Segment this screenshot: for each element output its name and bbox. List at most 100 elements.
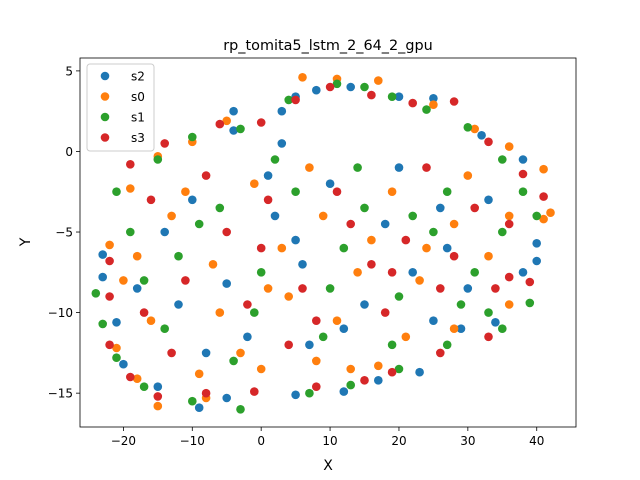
data-point [312, 85, 321, 95]
data-point [449, 219, 459, 229]
data-point [160, 139, 169, 148]
data-point [477, 131, 486, 140]
data-point [429, 100, 438, 109]
data-point [429, 227, 438, 237]
data-point [367, 260, 376, 269]
data-point [394, 92, 404, 101]
data-point [504, 211, 514, 221]
data-point [394, 292, 404, 301]
data-point [325, 284, 335, 293]
data-point [394, 163, 404, 172]
data-point [498, 324, 507, 334]
data-point [194, 403, 204, 413]
data-point [504, 272, 514, 282]
legend-marker-s0 [100, 92, 110, 101]
data-point [263, 284, 273, 293]
data-point [312, 382, 321, 392]
series-s0 [105, 73, 555, 411]
data-point [325, 82, 335, 92]
data-point [105, 292, 114, 301]
data-point [346, 219, 356, 229]
data-point [532, 211, 541, 221]
x-tick-label: 40 [529, 434, 544, 448]
data-point [174, 251, 183, 261]
data-point [105, 340, 114, 350]
data-point [525, 298, 535, 308]
data-point [491, 318, 500, 327]
x-axis: −20 −10 0 10 20 30 40 [111, 427, 544, 448]
x-tick-label: −20 [111, 434, 136, 448]
chart-title: rp_tomita5_lstm_2_64_2_gpu [223, 38, 432, 54]
legend-label-s1: s1 [131, 111, 145, 125]
data-point [305, 163, 314, 172]
data-point [112, 353, 121, 363]
data-point [153, 401, 163, 411]
data-point [208, 260, 218, 269]
data-point [518, 187, 528, 196]
data-point [367, 90, 376, 100]
data-point [256, 243, 266, 253]
data-point [470, 124, 480, 134]
data-point [346, 364, 356, 374]
data-point [518, 155, 528, 164]
y-tick-label: −15 [48, 387, 73, 401]
legend-marker-s2 [100, 71, 110, 81]
data-point [222, 393, 231, 403]
data-point [201, 388, 211, 398]
data-point [256, 268, 266, 277]
data-point [277, 139, 287, 148]
data-point [387, 187, 397, 196]
data-point [463, 123, 473, 132]
data-point [539, 192, 548, 201]
series-s1 [91, 79, 541, 414]
data-point [353, 268, 362, 277]
series-s3 [105, 82, 548, 401]
data-point [284, 292, 294, 301]
data-point [174, 300, 183, 309]
data-point [146, 316, 156, 326]
x-tick-label: 20 [391, 434, 406, 448]
data-point [277, 106, 287, 116]
data-point [484, 195, 493, 205]
data-point [305, 340, 314, 350]
data-point [408, 98, 418, 108]
data-point [449, 97, 459, 106]
data-point [442, 187, 452, 196]
data-point [256, 364, 266, 374]
data-point [456, 324, 466, 334]
data-point [250, 308, 259, 317]
legend: s2 s0 s1 s3 [86, 63, 155, 152]
data-point [222, 116, 231, 126]
data-point [367, 235, 376, 245]
data-point [222, 227, 231, 237]
data-point [408, 268, 418, 277]
data-point [291, 390, 300, 400]
data-point [415, 367, 424, 377]
data-point [119, 276, 128, 285]
data-point [518, 268, 528, 277]
data-point [332, 316, 342, 326]
data-point [408, 211, 418, 221]
plot-frame [79, 57, 577, 428]
data-point [360, 300, 369, 309]
data-point [277, 243, 287, 253]
data-point [498, 155, 507, 164]
data-point [484, 332, 493, 342]
y-tick-label: −10 [48, 306, 73, 320]
data-point [105, 240, 114, 250]
data-point [353, 163, 362, 172]
x-tick-label: 30 [460, 434, 475, 448]
data-point [539, 164, 548, 174]
data-point [126, 160, 135, 169]
data-point [380, 219, 390, 229]
data-point [442, 340, 452, 350]
data-point [518, 169, 528, 179]
data-point [491, 284, 500, 293]
data-point [98, 250, 107, 259]
data-point [215, 119, 225, 129]
points-layer [91, 73, 555, 414]
data-point [325, 179, 335, 188]
data-point [112, 318, 121, 327]
data-point [284, 95, 294, 105]
